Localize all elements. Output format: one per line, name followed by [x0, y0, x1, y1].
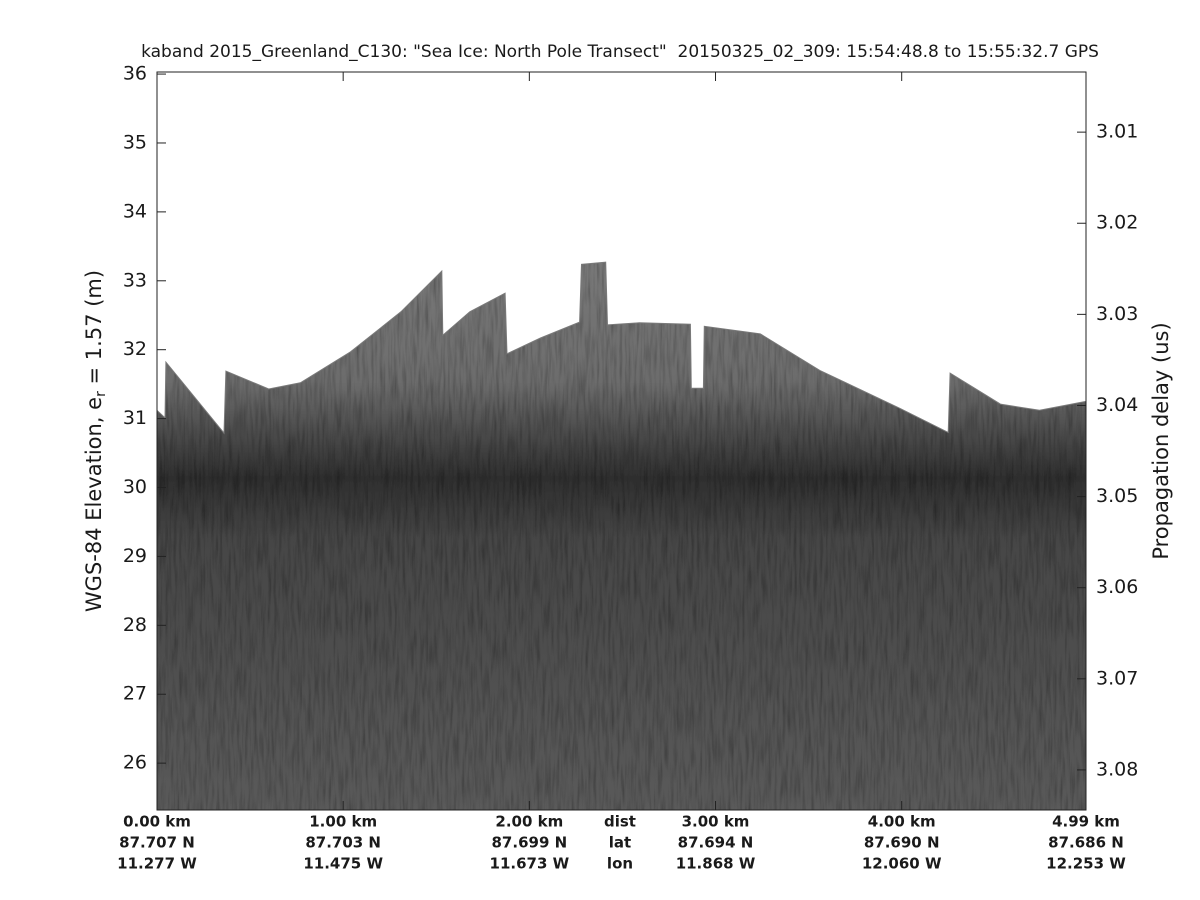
x-tick-lat: 87.703 N	[305, 834, 381, 852]
plot-area	[156, 261, 1087, 810]
y-tick-label: 32	[123, 338, 147, 360]
x-tick-label: 2.00 km	[495, 813, 563, 831]
x-tick-lon: 11.673 W	[490, 855, 570, 873]
surface-line	[156, 261, 1087, 435]
x-tick-lon: 11.475 W	[303, 855, 383, 873]
x-tick-label: 3.00 km	[682, 813, 750, 831]
y-axis-label-subscript: r	[93, 391, 109, 397]
y2-tick-label: 3.07	[1096, 667, 1138, 689]
y2-tick-label: 3.05	[1096, 485, 1138, 507]
y-tick-label: 34	[123, 200, 147, 222]
y2-tick-label: 3.04	[1096, 394, 1138, 416]
y2-tick-label: 3.03	[1096, 303, 1138, 325]
y2-tick-label: 3.06	[1096, 576, 1138, 598]
y-tick-label: 29	[123, 545, 147, 567]
y2-axis-label: Propagation delay (us)	[1149, 322, 1173, 559]
x-tick-lat: 87.690 N	[864, 834, 940, 852]
y-axis-label-main: WGS-84 Elevation, e	[82, 397, 106, 612]
y-tick-label: 33	[123, 269, 147, 291]
y2-tick-label: 3.08	[1096, 758, 1138, 780]
x-row-label: dist	[604, 813, 636, 831]
x-tick-lon: 11.277 W	[117, 855, 197, 873]
x-tick-label: 4.00 km	[868, 813, 936, 831]
x-tick-label: 1.00 km	[309, 813, 377, 831]
y-tick-label: 27	[123, 683, 147, 705]
y-tick-label: 31	[123, 407, 147, 429]
y2-tick-label: 3.01	[1096, 121, 1138, 143]
x-tick-lat: 87.694 N	[678, 834, 754, 852]
y2-tick-label: 3.02	[1096, 212, 1138, 234]
chart-title: kaband 2015_Greenland_C130: "Sea Ice: No…	[141, 42, 1099, 62]
axes-box	[156, 71, 1087, 811]
x-tick-lon: 11.868 W	[676, 855, 756, 873]
y-tick-label: 28	[123, 614, 147, 636]
y-tick-label: 35	[123, 131, 147, 153]
x-row-label: lat	[609, 834, 631, 852]
x-row-label: lon	[607, 855, 633, 873]
y-tick-label: 26	[123, 752, 147, 774]
y-axis-label-suffix: = 1.57 (m)	[82, 270, 106, 391]
x-tick-lon: 12.060 W	[862, 855, 942, 873]
x-tick-lat: 87.686 N	[1048, 834, 1124, 852]
echogram-image	[157, 262, 1086, 810]
x-tick-lon: 12.253 W	[1046, 855, 1126, 873]
y-tick-label: 30	[123, 476, 147, 498]
x-tick-lat: 87.707 N	[119, 834, 195, 852]
x-tick-label: 0.00 km	[123, 813, 191, 831]
x-tick-label: 4.99 km	[1052, 813, 1120, 831]
y-axis-label: WGS-84 Elevation, er = 1.57 (m)	[82, 270, 109, 612]
x-tick-lat: 87.699 N	[492, 834, 568, 852]
y-tick-label: 36	[123, 63, 147, 85]
